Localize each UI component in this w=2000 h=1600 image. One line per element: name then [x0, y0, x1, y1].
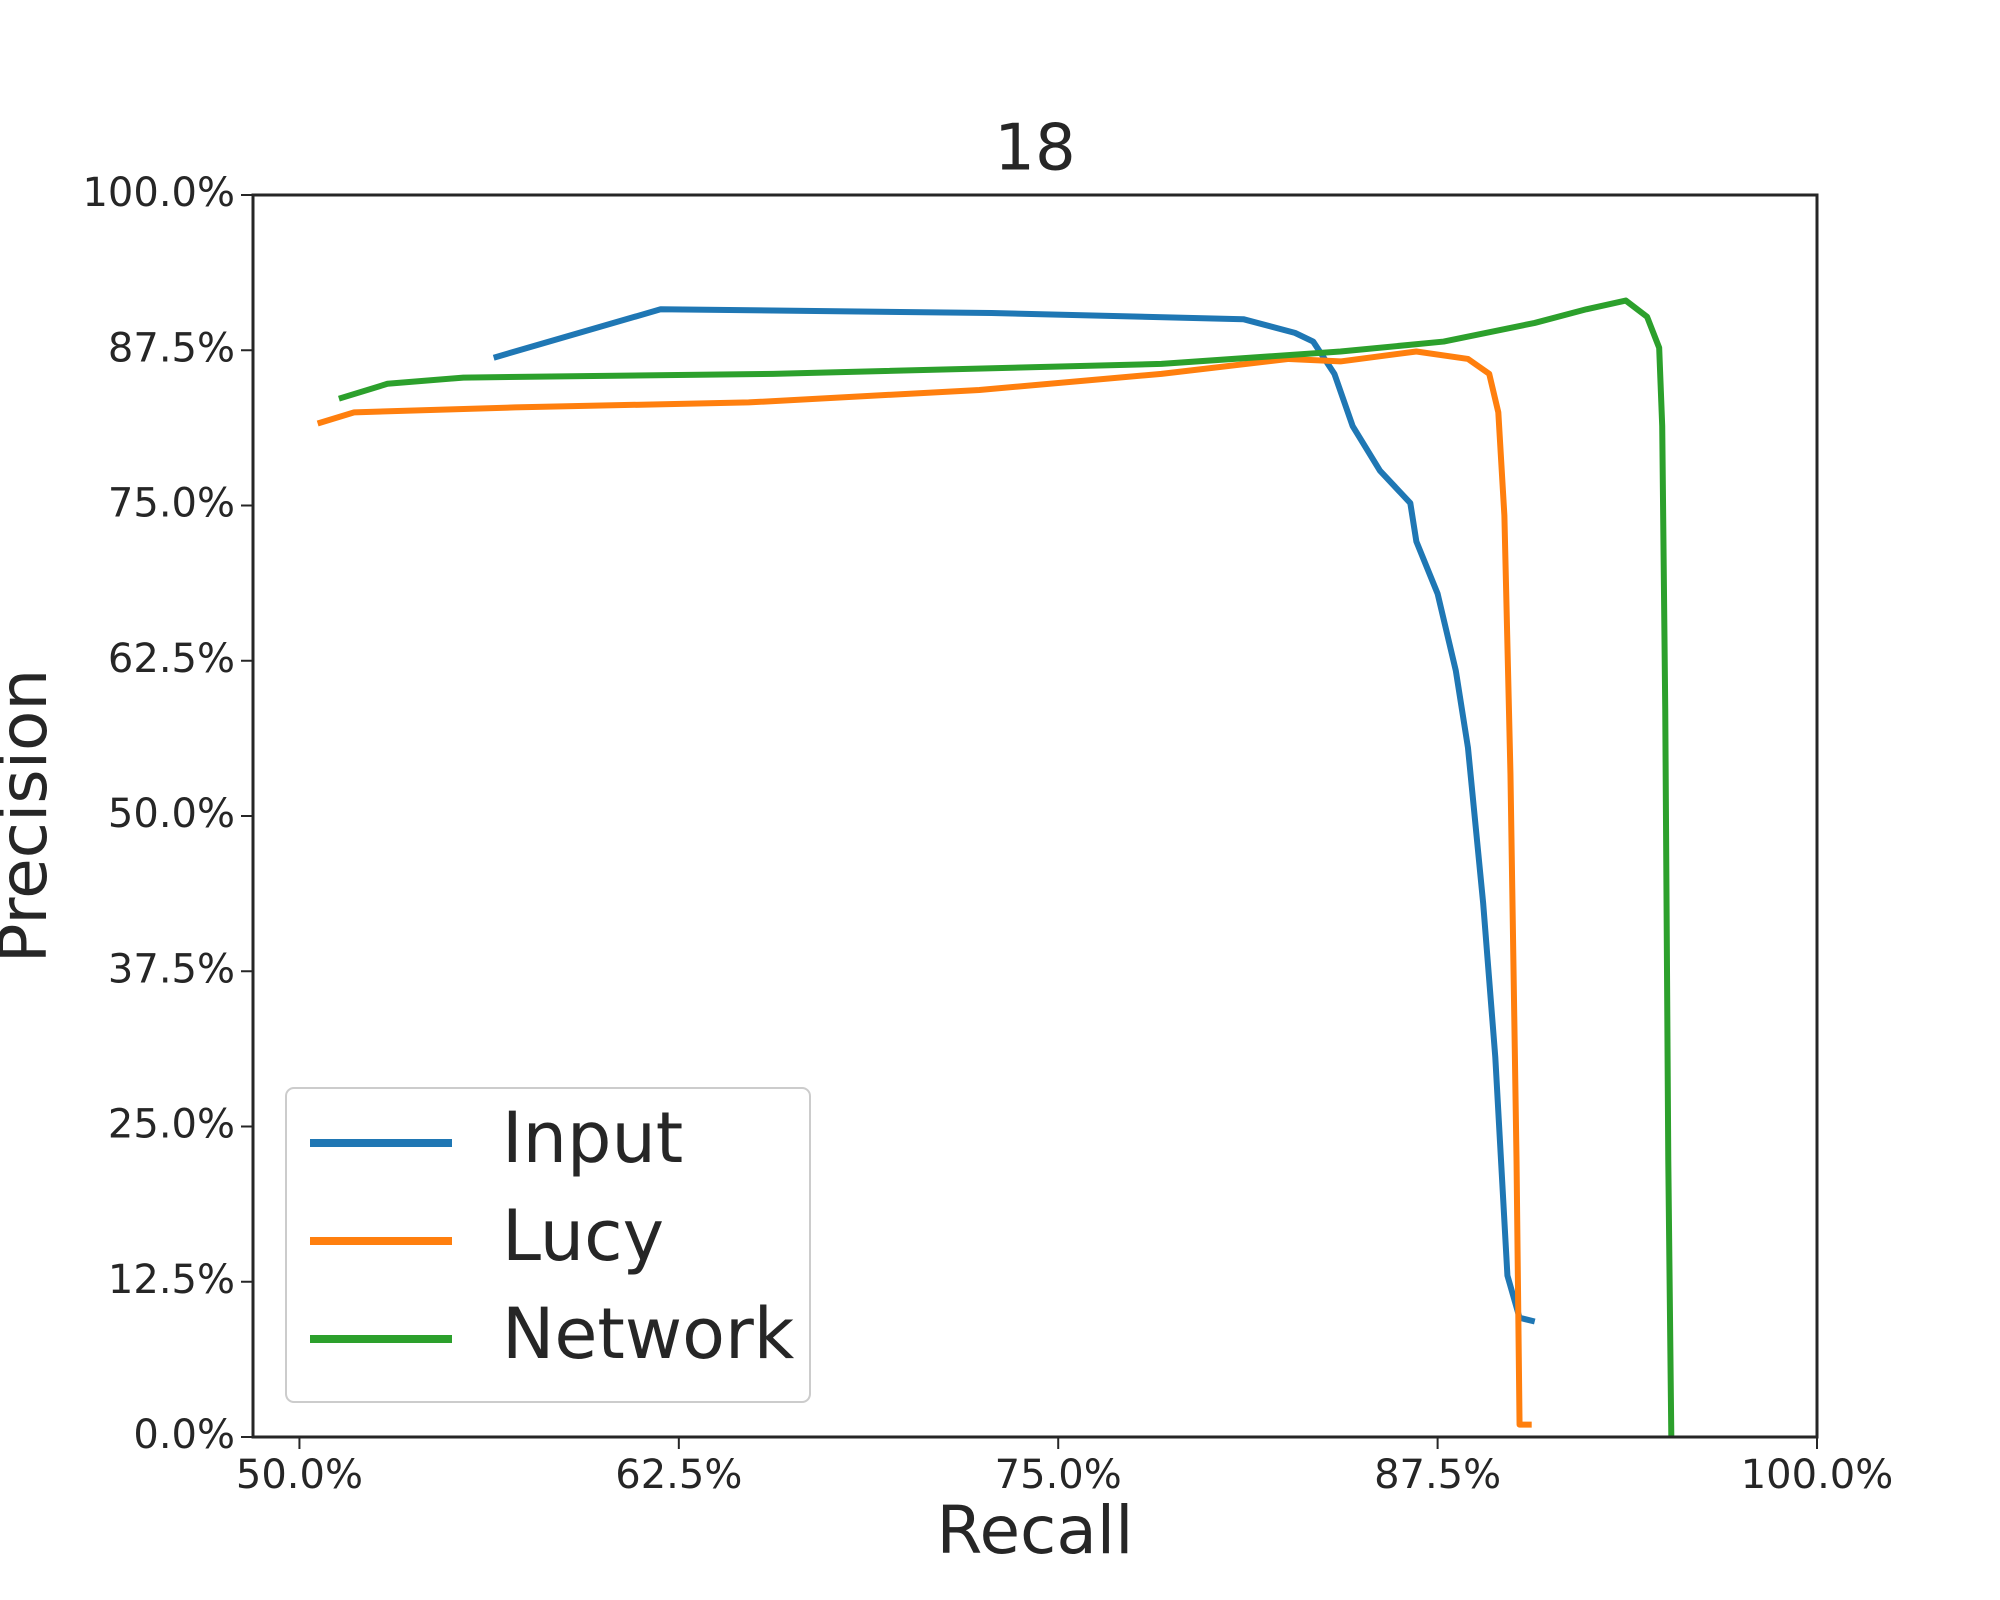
plot-frame [251, 193, 1819, 1439]
y-tick-label: 75.0% [108, 481, 235, 527]
y-tick-label: 0.0% [133, 1412, 235, 1458]
x-tick-label: 100.0% [1741, 1452, 1894, 1498]
series-line [316, 348, 1532, 1428]
legend-box [285, 1087, 811, 1403]
x-tick-label: 75.0% [995, 1452, 1122, 1498]
legend: Input Lucy Network [285, 1087, 811, 1403]
y-tick-label: 12.5% [108, 1257, 235, 1303]
y-axis-label: Precision [0, 669, 62, 964]
x-tick-label: 50.0% [236, 1452, 363, 1498]
series-line [492, 306, 1536, 1325]
y-tick-label: 50.0% [108, 791, 235, 837]
chart-title: 18 [994, 112, 1075, 186]
y-tick-label: 62.5% [108, 636, 235, 682]
y-tick-label: 37.5% [108, 946, 235, 992]
y-tick-label: 87.5% [108, 325, 235, 371]
x-axis-label: Recall [937, 1492, 1134, 1569]
y-tick-label: 100.0% [82, 170, 235, 216]
x-tick-label: 87.5% [1374, 1452, 1501, 1498]
legend-label: Input [502, 1097, 683, 1179]
legend-label: Network [502, 1293, 795, 1375]
series-line [338, 297, 1675, 1438]
legend-label: Lucy [502, 1195, 664, 1277]
y-tick-label: 25.0% [108, 1102, 235, 1148]
x-tick-label: 62.5% [615, 1452, 742, 1498]
